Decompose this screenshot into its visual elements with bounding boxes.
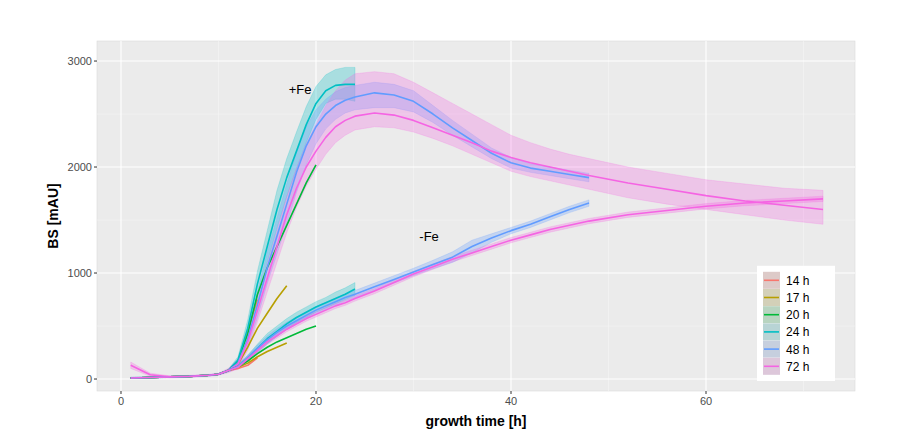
lines [131, 84, 823, 378]
grid [97, 41, 855, 391]
x-axis-title: growth time [h] [425, 413, 526, 429]
tick-label-x: 20 [310, 395, 322, 407]
tick-label-y: 2000 [68, 161, 92, 173]
tick-label-y: 1000 [68, 267, 92, 279]
grid-line-y [97, 272, 855, 273]
tick-y [94, 61, 97, 62]
legend-label: 20 h [786, 308, 809, 322]
grid-line-x [705, 41, 706, 391]
legend-key-bg [763, 306, 780, 323]
series-line [131, 84, 355, 378]
grid-line-y [97, 166, 855, 167]
minor-grid-y [97, 220, 855, 221]
ribbon [131, 72, 823, 378]
legend-label: 14 h [786, 274, 809, 288]
grid-line-x [510, 41, 511, 391]
legend-key-line [764, 331, 779, 333]
tick-x [706, 391, 707, 394]
legend-key-bg [763, 323, 780, 340]
minor-grid-x [218, 41, 219, 391]
annotation: -Fe [419, 229, 439, 244]
series-line [131, 289, 355, 378]
series-line [131, 93, 589, 378]
plot-area [131, 67, 823, 378]
minor-grid-y [97, 114, 855, 115]
tick-label-y: 3000 [68, 55, 92, 67]
legend-key-line [764, 365, 779, 367]
tick-y [94, 167, 97, 168]
minor-grid-y [97, 326, 855, 327]
ribbon [131, 196, 823, 378]
grid-line-x [120, 41, 121, 391]
ribbons [131, 67, 823, 378]
legend-key-bg [763, 358, 780, 375]
annotations: +Fe -Fe [289, 82, 439, 245]
legend-label: 17 h [786, 291, 809, 305]
legend-key-fill [763, 306, 780, 323]
tick-y [94, 273, 97, 274]
tick-x [315, 391, 316, 394]
tick-x [511, 391, 512, 394]
ribbon [131, 200, 589, 379]
background [0, 0, 907, 443]
grid-line-y [97, 60, 855, 61]
tick-label-x: 40 [505, 395, 517, 407]
legend-key-fill [763, 323, 780, 340]
annotation: +Fe [289, 82, 312, 97]
legend-key-fill [763, 341, 780, 358]
tick-x [120, 391, 121, 394]
y-axis-title: BS [mAU] [45, 183, 61, 248]
legend-key-bg [763, 289, 780, 306]
series-line [131, 203, 589, 378]
series-line [131, 286, 287, 378]
legend-key-bg [763, 341, 780, 358]
legend-label: 48 h [786, 343, 809, 357]
series-line [131, 199, 823, 378]
legend-label: 24 h [786, 325, 809, 339]
legend-key-bg [763, 272, 780, 289]
tick-y [94, 379, 97, 380]
tick-label-x: 60 [700, 395, 712, 407]
tick-label-y: 0 [86, 373, 92, 385]
legend-key-fill [763, 289, 780, 306]
legend-key-fill [763, 358, 780, 375]
chart: 0 20 40 60 0 1000 2000 3000 growth time [h] BS [m… [0, 0, 907, 443]
legend-label: 72 h [786, 360, 809, 374]
legend-key-fill [763, 272, 780, 289]
legend: 14 h 17 h 20 h 24 h 48 h 72 h [757, 266, 835, 381]
legend-box [757, 266, 835, 381]
legend-key-line [764, 348, 779, 350]
legend-key-line [764, 314, 779, 316]
plot-panel [97, 41, 855, 391]
grid-line-y [97, 378, 855, 379]
series-line [131, 343, 287, 378]
tick-label-x: 0 [118, 395, 124, 407]
legend-key-line [764, 297, 779, 299]
legend-key-line [764, 279, 779, 281]
series-line [131, 326, 316, 378]
